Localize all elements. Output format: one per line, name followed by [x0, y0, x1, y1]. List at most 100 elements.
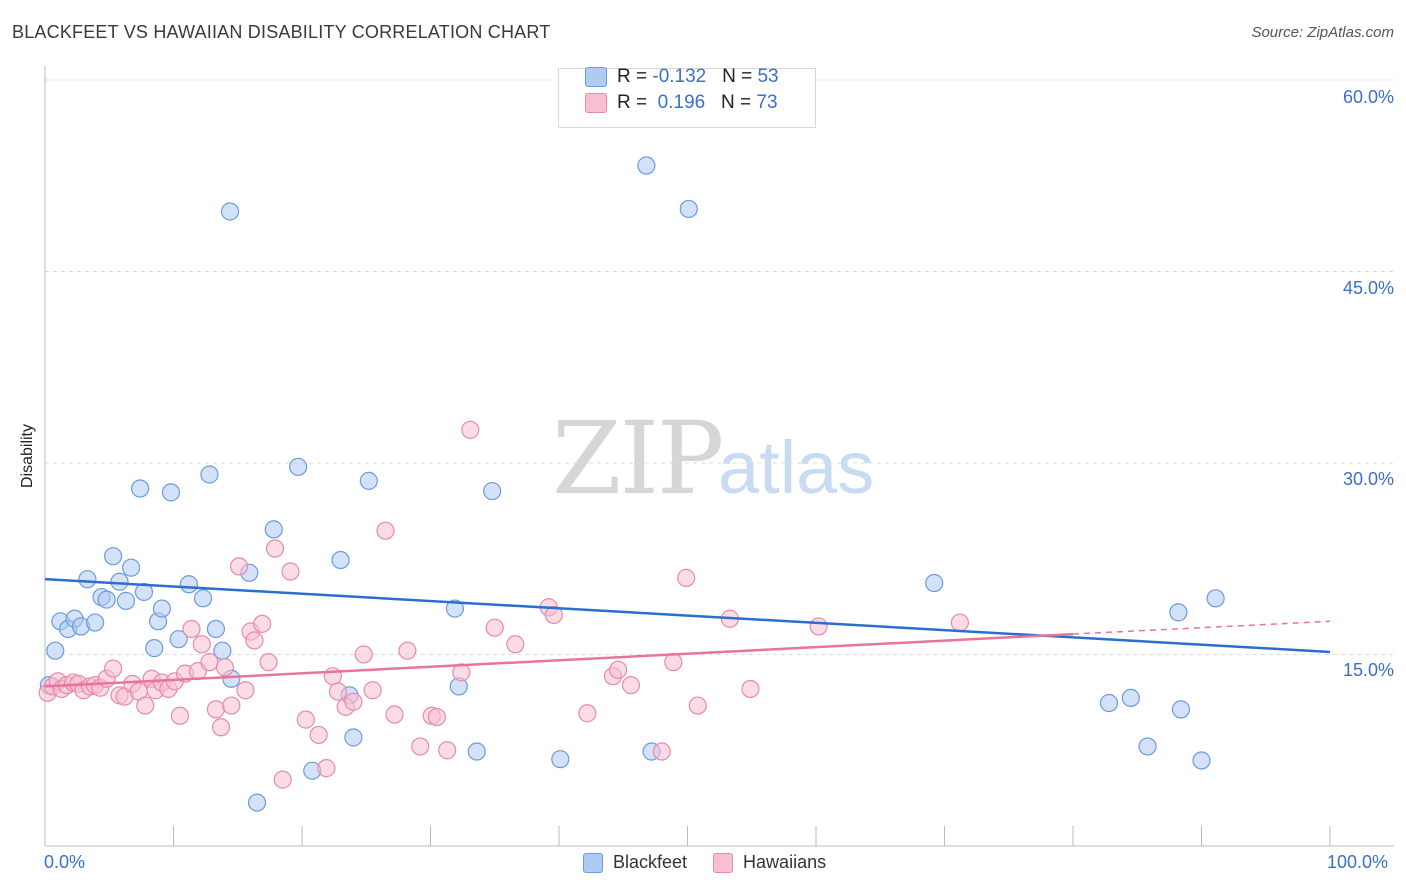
blackfeet-point [483, 481, 502, 501]
hawaiians-point [192, 635, 211, 654]
hawaiians-point [222, 696, 241, 715]
blackfeet-point [86, 613, 105, 632]
hawaiians-point [296, 710, 315, 729]
r-value: 0.196 [652, 92, 706, 113]
hawaiians-point [211, 718, 231, 737]
n-value: 73 [756, 92, 778, 113]
legend-item-hawaiians[interactable]: Hawaiians [713, 852, 826, 873]
hawaiians-point [206, 700, 226, 719]
series-legend: Blackfeet Hawaiians [583, 852, 826, 873]
hawaiians-point [215, 658, 234, 677]
hawaiians-point [677, 568, 696, 588]
y-tick-label-45: 45.0% [1342, 278, 1394, 298]
watermark-atlas: atlas [718, 426, 875, 509]
legend-label-hawaiians: Hawaiians [743, 852, 827, 872]
hawaiians-point [273, 770, 292, 789]
blackfeet-point [247, 793, 267, 812]
blackfeet-point [206, 619, 226, 639]
blackfeet-point [145, 639, 164, 658]
hawaiians-trend-line [44, 632, 1074, 688]
blackfeet-point [121, 558, 141, 577]
r-label: R = [617, 66, 653, 87]
hawaiians-point [427, 707, 447, 727]
hawaiians-point [950, 613, 970, 632]
hawaiians-point [688, 696, 707, 715]
n-label: N = [722, 66, 758, 87]
hawaiians-point [281, 562, 300, 581]
hawaiians-point [253, 614, 272, 633]
hawaiians-point [664, 653, 683, 672]
blackfeet-point [46, 641, 65, 660]
hawaiians-point [609, 660, 628, 679]
hawaiians-point [809, 617, 828, 636]
hawaiians-trend-extension [1072, 620, 1331, 635]
hawaiians-point [170, 706, 190, 725]
blackfeet-point [78, 570, 97, 589]
hawaiians-point [506, 635, 525, 654]
blackfeet-point [104, 547, 123, 566]
blackfeet-point [179, 575, 199, 594]
y-axis-label: Disability [19, 423, 36, 489]
blackfeet-point [116, 591, 136, 610]
hawaiians-point [317, 759, 336, 778]
blackfeet-swatch [585, 67, 607, 87]
blackfeet-point [152, 599, 172, 618]
y-tick-label-30: 30.0% [1342, 469, 1394, 489]
hawaiians-point [398, 641, 417, 660]
blackfeet-point [97, 590, 116, 609]
hawaiians-point [200, 653, 219, 672]
chart-title: BLACKFEET VS HAWAIIAN DISABILITY CORRELA… [12, 22, 551, 42]
blackfeet-point [1171, 700, 1191, 719]
n-label: N = [721, 92, 757, 113]
hawaiians-point [245, 631, 264, 650]
hawaiians-point [461, 420, 480, 439]
hawaiians-point [328, 682, 348, 701]
blackfeet-point [1192, 751, 1211, 770]
hawaiians-point [265, 539, 285, 558]
chart-source: Source: ZipAtlas.com [1251, 24, 1394, 41]
x-tick-label-min: 0.0% [44, 852, 86, 872]
blackfeet-point [110, 572, 129, 591]
hawaiians-swatch [713, 852, 734, 873]
hawaiians-point [544, 605, 563, 625]
blackfeet-point [1121, 688, 1140, 708]
hawaiians-point [621, 676, 641, 695]
hawaiians-point [376, 521, 395, 540]
y-tick-label-15: 15.0% [1342, 660, 1394, 680]
hawaiians-point [452, 663, 471, 682]
hawaiians-point [236, 681, 255, 700]
legend-label-blackfeet: Blackfeet [613, 852, 688, 872]
blackfeet-point [467, 742, 486, 761]
blackfeet-swatch [583, 852, 603, 873]
hawaiians-point [309, 725, 328, 745]
blackfeet-point [344, 728, 363, 747]
hawaiians-point [182, 619, 201, 639]
blackfeet-point [637, 156, 656, 175]
watermark-zip: ZIP [552, 400, 724, 517]
hawaiians-point [344, 692, 363, 711]
blackfeet-point [551, 750, 570, 769]
hawaiians-point [136, 696, 155, 715]
hawaiians-point [229, 557, 249, 576]
blackfeet-point [161, 483, 181, 502]
hawaiians-point [485, 618, 504, 637]
blackfeet-point [331, 550, 350, 570]
hawaiians-point [652, 742, 671, 761]
blackfeet-point [289, 457, 308, 476]
hawaiians-point [385, 705, 404, 724]
hawaiians-point [354, 645, 373, 664]
legend-item-blackfeet[interactable]: Blackfeet [583, 852, 687, 873]
hawaiians-point [578, 704, 597, 723]
blackfeet-point [169, 630, 188, 649]
hawaiians-point [259, 653, 278, 672]
hawaiians-point [363, 681, 382, 700]
blackfeet-point [1169, 603, 1188, 622]
blackfeet-point [220, 202, 240, 221]
hawaiians-point [104, 659, 123, 678]
blackfeet-point [1138, 737, 1157, 756]
blackfeet-point [130, 479, 150, 498]
blackfeet-trend-line [44, 577, 1331, 654]
r-label: R = [617, 92, 653, 113]
hawaiians-swatch [585, 93, 607, 113]
blackfeet-point [193, 589, 213, 608]
